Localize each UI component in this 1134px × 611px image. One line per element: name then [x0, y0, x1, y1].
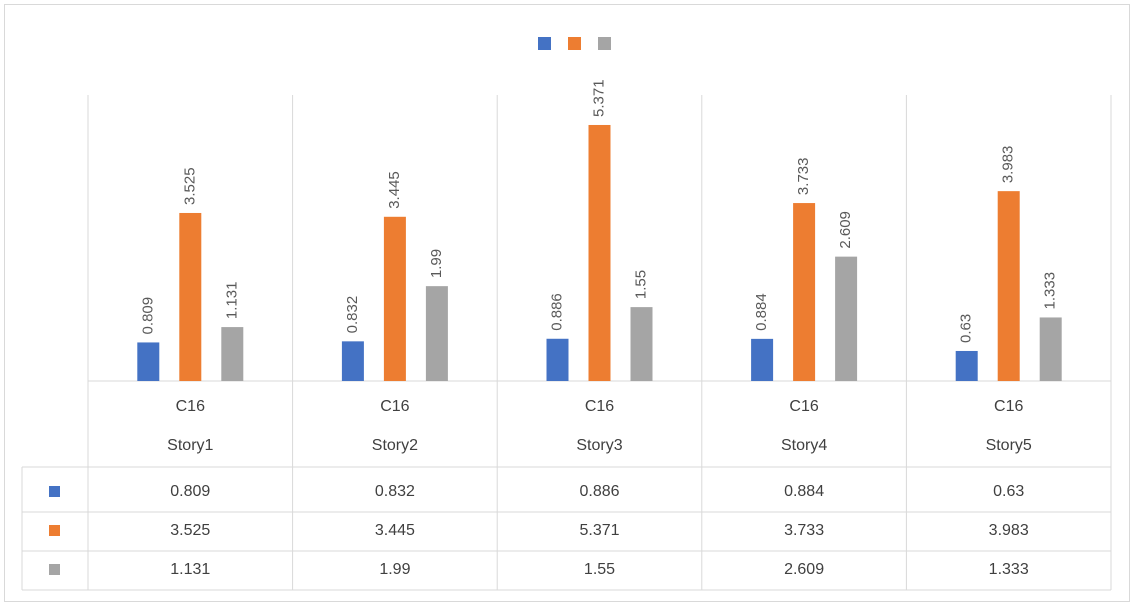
x-tick-label: Story4	[781, 437, 827, 454]
data-label: 0.809	[139, 297, 156, 335]
bar	[341, 341, 364, 381]
legend-key	[598, 37, 611, 50]
table-cell: 3.525	[170, 522, 210, 539]
x-group-label: C16	[176, 398, 205, 415]
x-group-label: C16	[789, 398, 818, 415]
legend-key	[568, 37, 581, 50]
bar	[1039, 317, 1062, 381]
legend-key	[538, 37, 551, 50]
bar	[955, 350, 978, 381]
bar	[137, 342, 160, 381]
table-cell: 1.55	[584, 561, 615, 578]
data-label: 3.525	[181, 167, 198, 205]
table-cell: 5.371	[579, 522, 619, 539]
data-label: 1.99	[428, 249, 445, 278]
table-legend-key	[49, 564, 60, 575]
x-tick-label: Story3	[576, 437, 622, 454]
data-label: 1.131	[223, 282, 240, 320]
table-cell: 0.886	[579, 483, 619, 500]
x-tick-label: Story5	[986, 437, 1032, 454]
x-tick-label: Story1	[167, 437, 213, 454]
bar	[383, 216, 406, 381]
bar	[997, 191, 1020, 381]
table-cell: 0.832	[375, 483, 415, 500]
data-label: 3.983	[1000, 146, 1017, 184]
x-group-label: C16	[585, 398, 614, 415]
table-legend-key	[49, 525, 60, 536]
data-label: 1.55	[632, 270, 649, 299]
x-tick-label: Story2	[372, 437, 418, 454]
table-cell: 0.884	[784, 483, 824, 500]
data-label: 2.609	[837, 211, 854, 249]
data-label: 0.832	[344, 296, 361, 334]
data-label: 3.733	[795, 158, 812, 196]
data-label: 0.63	[958, 314, 975, 343]
bar	[425, 286, 448, 381]
data-label: 0.884	[753, 293, 770, 331]
table-cell: 1.99	[379, 561, 410, 578]
data-label: 0.886	[548, 293, 565, 331]
bar	[546, 338, 569, 381]
bar	[221, 327, 244, 381]
table-cell: 3.445	[375, 522, 415, 539]
bar	[835, 256, 858, 381]
bar	[793, 203, 816, 381]
table-cell: 1.131	[170, 561, 210, 578]
table-cell: 1.333	[989, 561, 1029, 578]
table-cell: 3.733	[784, 522, 824, 539]
table-cell: 0.809	[170, 483, 210, 500]
table-cell: 0.63	[993, 483, 1024, 500]
bar	[179, 212, 202, 381]
x-group-label: C16	[380, 398, 409, 415]
data-label: 1.333	[1042, 272, 1059, 310]
table-cell: 2.609	[784, 561, 824, 578]
x-group-label: C16	[994, 398, 1023, 415]
table-legend-key	[49, 486, 60, 497]
bar	[751, 338, 774, 381]
table-cell: 3.983	[989, 522, 1029, 539]
bar	[630, 307, 653, 381]
data-label: 3.445	[386, 171, 403, 209]
bar	[588, 124, 611, 381]
data-label: 5.371	[590, 79, 607, 117]
